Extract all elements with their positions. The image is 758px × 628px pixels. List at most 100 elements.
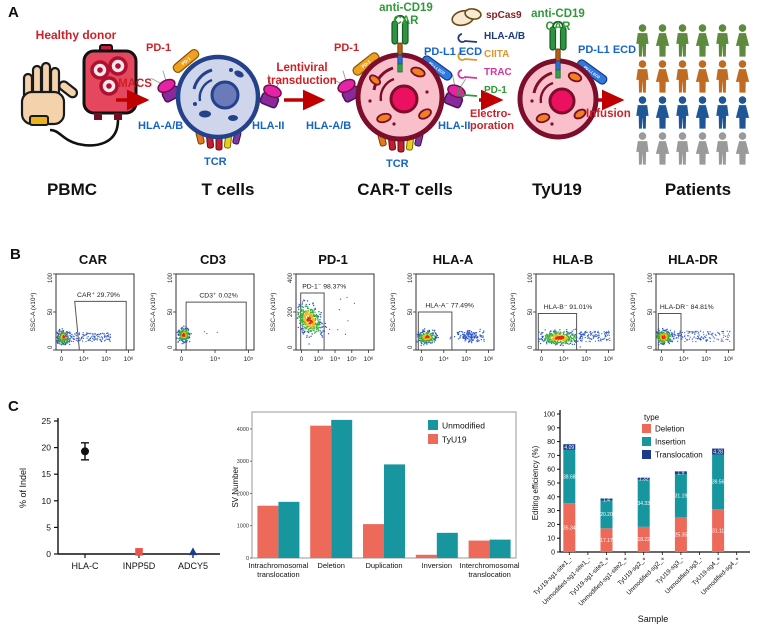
svg-text:10⁴: 10⁴ bbox=[79, 356, 89, 363]
segment-value: 35.34 bbox=[563, 525, 576, 531]
svg-text:30: 30 bbox=[547, 508, 555, 515]
x-category-label: Interchromosomal bbox=[460, 561, 520, 570]
svg-text:80: 80 bbox=[547, 439, 555, 446]
svg-text:50: 50 bbox=[48, 308, 54, 315]
gate bbox=[417, 311, 453, 350]
x-category-label: ADCY5 bbox=[178, 561, 208, 571]
person-female-icon bbox=[733, 132, 752, 166]
svg-text:100: 100 bbox=[408, 272, 414, 283]
svg-text:0: 0 bbox=[648, 345, 654, 349]
svg-text:70: 70 bbox=[547, 453, 555, 460]
person-female-icon bbox=[693, 24, 712, 58]
person-male-icon bbox=[673, 132, 692, 166]
svg-text:0: 0 bbox=[420, 356, 424, 363]
segment-translocation bbox=[563, 444, 576, 450]
svg-text:10⁵: 10⁵ bbox=[347, 356, 357, 363]
svg-text:25: 25 bbox=[42, 416, 52, 426]
svg-text:3000: 3000 bbox=[237, 459, 249, 465]
tyu19-anti-cd19-label: anti-CD19 bbox=[531, 8, 585, 20]
cart-tcr-label: TCR bbox=[386, 158, 409, 170]
segment-value: 25.35 bbox=[675, 532, 688, 538]
x-category-label: Intrachromosomal bbox=[248, 561, 308, 570]
flow-plot: HLA-B SSC-A (x10⁴) 0 50 100 0 10⁴ 10⁵ 10⁶ HLA-B⁻ … bbox=[504, 252, 624, 387]
person-female-icon bbox=[693, 60, 712, 94]
svg-text:10⁶: 10⁶ bbox=[364, 356, 374, 363]
segment-deletion bbox=[712, 509, 725, 552]
person-male-icon bbox=[633, 132, 652, 166]
panel-b-label: B bbox=[10, 246, 21, 263]
cart-anti-cd19-label: anti-CD19 bbox=[379, 2, 433, 14]
tyu19-pdl1-label: PD-L1 ECD bbox=[578, 44, 637, 56]
cart-pdl1-label: PD-L1 ECD bbox=[424, 46, 483, 58]
flow-plot-title: CAR bbox=[78, 252, 108, 267]
person-female-icon bbox=[653, 96, 672, 130]
pd1-rod: PD-1 bbox=[172, 48, 200, 74]
flow-plot: HLA-DR SSC-A (x10⁴) 0 50 100 0 10⁴ 10⁵ 10⁶ HLA-DR… bbox=[624, 252, 744, 387]
sgrna-trac-icon bbox=[457, 69, 478, 79]
person-female-icon bbox=[693, 132, 712, 166]
person-male-icon bbox=[713, 132, 732, 166]
segment-insertion bbox=[712, 454, 725, 510]
healthy-donor-label: Healthy donor bbox=[35, 28, 117, 42]
segment-value: 1.32 bbox=[639, 476, 649, 482]
legend-swatch bbox=[642, 437, 651, 446]
flow-plot-canvas: SSC-A (x10⁴) 0 50 100 0 10⁴ 10⁵ 10⁶ HLA-A⁻ 77.49… bbox=[390, 272, 495, 363]
sgrna-pd1-icon bbox=[457, 87, 478, 97]
svg-text:10⁴: 10⁴ bbox=[679, 356, 689, 363]
rnp-pd1-label: PD-1 bbox=[484, 85, 507, 96]
legend-label: Unmodified bbox=[442, 421, 485, 431]
patients-row bbox=[633, 24, 752, 58]
segment-value: 39.56 bbox=[712, 480, 725, 486]
segment-value: 4.09 bbox=[564, 445, 574, 451]
legend-label: TyU19 bbox=[442, 435, 467, 445]
svg-text:15: 15 bbox=[42, 469, 52, 479]
svg-text:10³: 10³ bbox=[314, 356, 324, 363]
svg-text:10⁴: 10⁴ bbox=[210, 356, 220, 363]
svg-text:SSC-A (x10⁴): SSC-A (x10⁴) bbox=[630, 293, 637, 332]
rnp-trac-label: TRAC bbox=[484, 67, 512, 78]
svg-text:SSC-A (x10⁴): SSC-A (x10⁴) bbox=[390, 293, 397, 332]
flow-plot-canvas: SSC-A (x10⁴) 0 50 100 0 10⁴ 10⁵ CD3⁺ 0.02% bbox=[150, 272, 255, 363]
editing-efficiency-stacked-chart: Editing efficiency (%) 0 10 20 30 40 50 60 70 80 9… bbox=[531, 410, 750, 624]
segment-value: 1.4 bbox=[603, 497, 610, 503]
segment-insertion bbox=[563, 449, 576, 504]
svg-text:100: 100 bbox=[48, 272, 54, 283]
svg-text:100: 100 bbox=[543, 412, 555, 419]
data-point bbox=[188, 547, 198, 556]
segment-insertion bbox=[600, 500, 613, 529]
hla-ii-receptor bbox=[443, 74, 467, 109]
svg-text:10⁵: 10⁵ bbox=[581, 356, 591, 363]
bar-unmodified bbox=[278, 501, 300, 558]
svg-text:50: 50 bbox=[168, 308, 174, 315]
svg-text:PD-1: PD-1 bbox=[181, 56, 192, 67]
svg-text:100: 100 bbox=[648, 272, 654, 283]
segment-value: 34.33 bbox=[637, 501, 650, 507]
electro-label-1: Electro- bbox=[470, 108, 511, 120]
svg-text:10⁵: 10⁵ bbox=[461, 356, 471, 363]
svg-text:0: 0 bbox=[180, 356, 184, 363]
flow-plot-canvas: SSC-A (x10⁴) 0 50 100 0 10⁴ 10⁵ 10⁶ HLA-B⁻ 91.01… bbox=[510, 272, 615, 363]
gate-label: CAR⁺ 29.79% bbox=[77, 292, 120, 299]
x-category-label: translocation bbox=[257, 570, 300, 579]
person-female-icon bbox=[733, 60, 752, 94]
legend-swatch bbox=[642, 450, 651, 459]
lentiviral-label-1: Lentiviral bbox=[276, 62, 328, 74]
bar-unmodified bbox=[331, 419, 353, 558]
svg-text:10⁶: 10⁶ bbox=[124, 356, 134, 363]
gate bbox=[74, 300, 127, 351]
person-male-icon bbox=[633, 96, 652, 130]
legend-label: Deletion bbox=[655, 425, 684, 434]
cart-hla-ab-label: HLA-A/B bbox=[306, 120, 352, 132]
segment-translocation bbox=[674, 471, 687, 474]
flow-plot-canvas: SSC-A (x10⁴) 0 50 100 0 10⁴ 10⁵ 10⁶ CAR⁺ 29.79% bbox=[30, 272, 135, 363]
tyu19-car-label: CAR bbox=[545, 21, 571, 33]
sgrna-hla-ab-icon bbox=[457, 33, 478, 43]
svg-text:0: 0 bbox=[540, 356, 544, 363]
patients-row bbox=[633, 60, 752, 94]
flow-plot-title: CD3 bbox=[199, 252, 226, 267]
rnp-hla-ab-label: HLA-A/B bbox=[484, 31, 526, 42]
x-category-label: HLA-C bbox=[71, 561, 99, 571]
segment-deletion bbox=[637, 526, 650, 552]
svg-text:400: 400 bbox=[288, 272, 294, 283]
gate-label: PD-1⁻ 98.37% bbox=[302, 283, 346, 290]
